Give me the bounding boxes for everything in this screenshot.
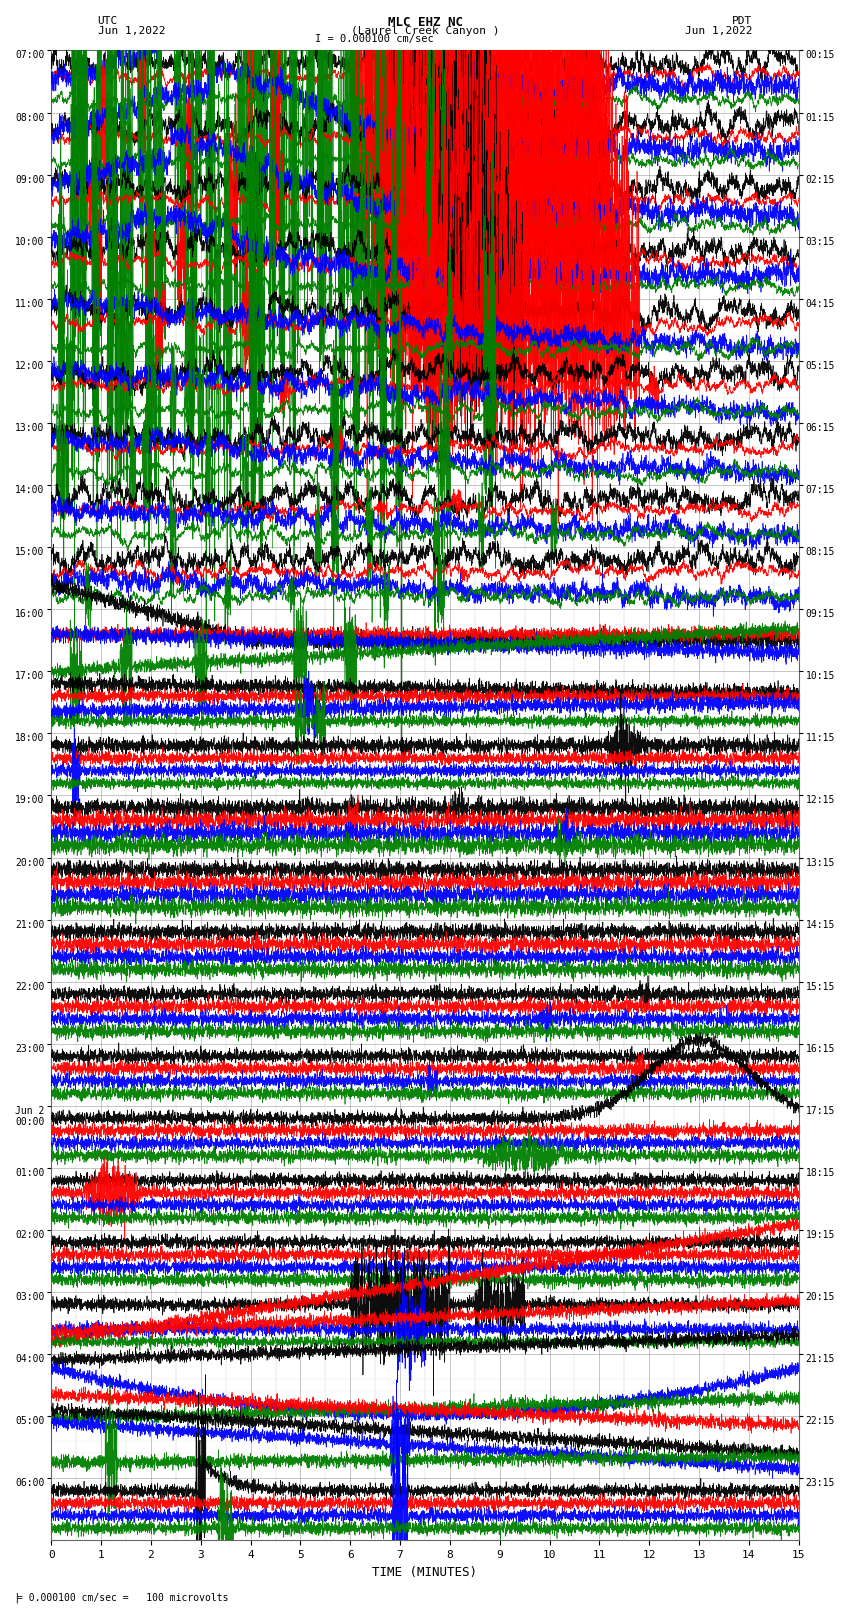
- Text: MLC EHZ NC: MLC EHZ NC: [388, 16, 462, 29]
- Text: |: |: [13, 1592, 20, 1603]
- Text: Jun 1,2022: Jun 1,2022: [685, 26, 752, 35]
- Text: Jun 1,2022: Jun 1,2022: [98, 26, 165, 35]
- X-axis label: TIME (MINUTES): TIME (MINUTES): [372, 1566, 478, 1579]
- Text: UTC: UTC: [98, 16, 118, 26]
- Text: I = 0.000100 cm/sec: I = 0.000100 cm/sec: [314, 34, 434, 44]
- Text: = 0.000100 cm/sec =   100 microvolts: = 0.000100 cm/sec = 100 microvolts: [17, 1594, 229, 1603]
- Text: PDT: PDT: [732, 16, 752, 26]
- Text: (Laurel Creek Canyon ): (Laurel Creek Canyon ): [351, 26, 499, 35]
